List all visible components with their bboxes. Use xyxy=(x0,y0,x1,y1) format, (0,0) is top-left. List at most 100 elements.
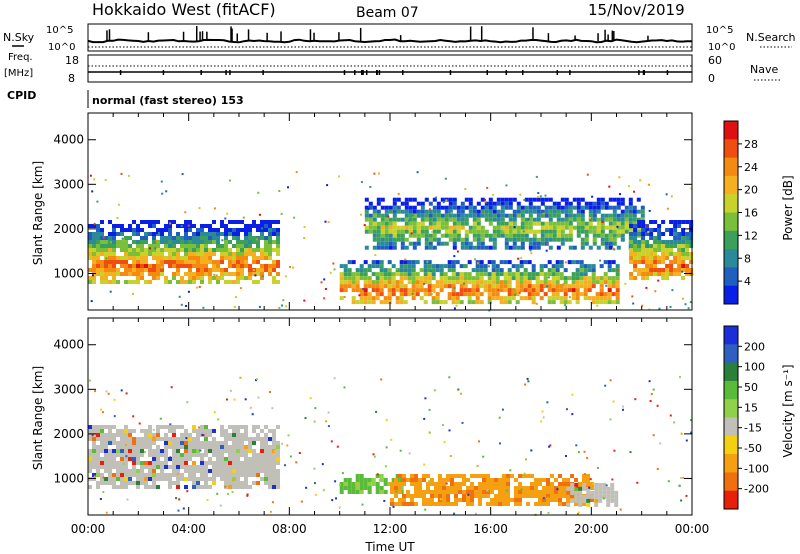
power-echo-cell xyxy=(387,272,392,277)
velocity-echo-cell xyxy=(514,502,518,506)
velocity-echo-cell xyxy=(224,449,228,453)
velocity-echo-cell xyxy=(92,473,96,477)
power-echo-cell xyxy=(88,256,92,260)
velocity-echo-cell xyxy=(482,494,486,498)
power-scatter-cell xyxy=(221,239,224,242)
power-echo-cell xyxy=(176,268,180,272)
power-echo-cell xyxy=(252,272,256,276)
power-echo-cell xyxy=(611,300,616,305)
power-echo-cell xyxy=(641,248,646,252)
velocity-echo-cell xyxy=(236,425,240,429)
power-echo-cell xyxy=(88,232,92,236)
power-echo-cell xyxy=(384,245,389,250)
power-scatter-cell xyxy=(408,219,411,222)
velocity-echo-cell xyxy=(606,490,611,495)
power-scatter-cell xyxy=(641,304,644,307)
power-echo-cell xyxy=(661,240,666,244)
velocity-echo-cell xyxy=(434,486,438,490)
velocity-echo-cell xyxy=(418,490,422,494)
velocity-echo-cell xyxy=(152,481,156,485)
velocity-scatter-cell xyxy=(314,493,317,496)
velocity-echo-cell xyxy=(594,482,599,487)
power-scatter-cell xyxy=(320,281,323,284)
velocity-colorbar-tick-label: -15 xyxy=(744,422,762,435)
velocity-echo-cell xyxy=(204,461,208,465)
power-echo-cell xyxy=(447,280,452,285)
velocity-echo-cell xyxy=(363,478,368,482)
power-echo-cell xyxy=(544,233,549,238)
power-echo-cell xyxy=(653,268,658,272)
velocity-echo-cell xyxy=(498,502,502,506)
velocity-scatter-cell xyxy=(231,490,234,493)
velocity-echo-cell xyxy=(172,457,176,461)
power-scatter-cell xyxy=(281,304,283,307)
power-echo-cell xyxy=(604,241,609,246)
power-echo-cell xyxy=(575,268,580,273)
power-echo-cell xyxy=(96,224,100,228)
velocity-scatter-cell xyxy=(341,472,344,475)
velocity-echo-cell xyxy=(379,474,384,478)
velocity-echo-cell xyxy=(422,502,426,506)
power-echo-cell xyxy=(204,272,208,276)
power-echo-cell xyxy=(527,284,532,289)
power-echo-cell xyxy=(216,280,220,284)
power-echo-cell xyxy=(363,260,368,265)
power-scatter-cell xyxy=(535,175,538,178)
power-echo-cell xyxy=(156,260,160,264)
power-echo-cell xyxy=(420,233,425,238)
power-echo-cell xyxy=(463,264,468,269)
velocity-echo-cell xyxy=(88,433,92,437)
velocity-echo-cell xyxy=(212,473,216,477)
power-echo-cell xyxy=(172,252,176,256)
velocity-echo-cell xyxy=(502,490,506,494)
velocity-echo-cell xyxy=(347,486,352,490)
velocity-scatter-cell xyxy=(636,481,639,484)
velocity-echo-cell xyxy=(546,494,550,498)
power-echo-cell xyxy=(260,252,264,256)
velocity-echo-cell xyxy=(414,474,418,478)
velocity-echo-cell xyxy=(276,445,280,449)
velocity-echo-cell xyxy=(582,502,586,506)
power-echo-cell xyxy=(343,280,348,285)
power-echo-cell xyxy=(588,201,593,206)
velocity-echo-cell xyxy=(414,502,418,506)
velocity-echo-cell xyxy=(104,437,108,441)
velocity-echo-cell xyxy=(276,481,280,485)
power-echo-cell xyxy=(168,224,172,228)
velocity-echo-cell xyxy=(379,486,384,490)
power-echo-cell xyxy=(220,268,224,272)
power-echo-cell xyxy=(220,220,224,224)
power-scatter-cell xyxy=(453,307,456,310)
power-echo-cell xyxy=(624,229,629,234)
velocity-echo-cell xyxy=(136,453,140,457)
velocity-scatter-cell xyxy=(613,449,616,452)
power-echo-cell xyxy=(620,229,625,234)
power-echo-cell xyxy=(596,233,601,238)
power-echo-cell xyxy=(528,217,533,222)
power-echo-cell xyxy=(427,264,432,269)
power-echo-cell xyxy=(168,220,172,224)
power-echo-cell xyxy=(92,252,96,256)
power-echo-cell xyxy=(228,228,232,232)
velocity-echo-cell xyxy=(538,502,542,506)
power-scatter-cell xyxy=(254,274,257,277)
power-echo-cell xyxy=(443,284,448,289)
velocity-echo-cell xyxy=(176,453,180,457)
power-echo-cell xyxy=(395,280,400,285)
velocity-echo-cell xyxy=(383,482,388,486)
power-scatter-cell xyxy=(369,186,372,188)
power-echo-cell xyxy=(276,264,280,268)
power-echo-cell xyxy=(547,260,552,265)
power-echo-cell xyxy=(689,220,694,224)
power-echo-cell xyxy=(531,276,536,281)
velocity-echo-cell xyxy=(574,482,579,487)
power-echo-cell xyxy=(148,264,152,268)
power-echo-cell xyxy=(236,248,240,252)
power-echo-cell xyxy=(416,237,421,242)
power-echo-cell xyxy=(380,197,385,202)
power-scatter-cell xyxy=(258,305,261,308)
velocity-echo-cell xyxy=(244,465,248,469)
power-echo-cell xyxy=(632,213,637,218)
power-echo-cell xyxy=(661,256,666,260)
power-echo-cell xyxy=(440,233,445,238)
